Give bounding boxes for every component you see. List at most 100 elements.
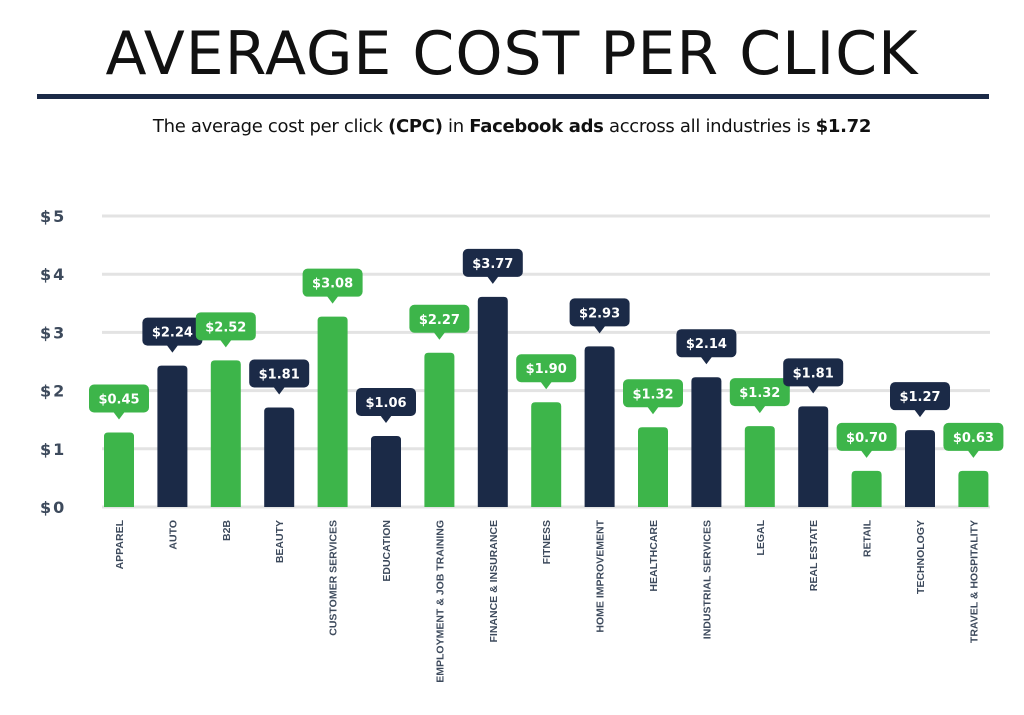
data-label-bubble [516,354,577,383]
data-label-pointer [486,275,499,284]
data-label-bubble [943,422,1004,451]
data-label: $1.32 [739,386,780,401]
bar [531,402,562,507]
bar [798,406,829,507]
data-label-bubble [89,384,149,413]
data-label-bubble [783,358,844,387]
subtitle: The average cost per click (CPC) in Face… [0,116,1024,137]
data-label-bubble [356,387,416,416]
subtitle-cpc: (CPC) [388,116,443,137]
data-label-bubble [890,382,950,411]
bar [477,296,508,507]
data-label-bubble [462,248,523,277]
bar [851,470,882,507]
x-tick-label: EMPLOYMENT & JOB TRAINING [434,520,446,683]
data-label-pointer [753,405,766,414]
x-tick-label: BEAUTY [274,520,286,563]
x-tick-label: REAL ESTATE [808,520,820,591]
bar [958,470,989,507]
data-label: $1.32 [632,387,673,402]
data-label: $1.81 [259,367,300,382]
x-tick-label: HEALTHCARE [648,520,660,592]
data-label-bubble [195,312,256,341]
data-label: $1.81 [793,366,834,381]
data-label: $2.24 [152,326,193,341]
bar [104,432,134,507]
x-tick-label: EDUCATION [381,520,393,582]
data-label-pointer [700,356,713,365]
data-label-pointer [380,414,392,423]
x-tick-label: FITNESS [541,520,553,564]
data-label-pointer [166,344,179,353]
bar [157,365,188,507]
data-label: $3.08 [312,277,353,292]
data-label-pointer [113,411,125,420]
bar [691,377,722,507]
data-label: $2.52 [205,320,246,335]
bar [584,346,615,507]
x-tick-label: APPAREL [114,519,126,569]
x-tick-label: CUSTOMER SERVICES [328,520,340,636]
page-title: AVERAGE COST PER CLICK [105,19,919,89]
data-label-pointer [433,331,446,340]
x-tick-label: FINANCE & INSURANCE [488,520,500,643]
data-label-pointer [860,449,873,458]
bar [744,426,775,507]
x-tick-label: RETAIL [862,519,874,557]
data-label-bubble [623,379,683,408]
bar [424,352,455,507]
subtitle-text: accross all industries is [603,116,816,137]
data-label: $0.45 [98,393,139,408]
x-tick-label: TECHNOLOGY [915,520,927,594]
data-label-pointer [593,325,606,334]
data-label-bubble [729,378,790,407]
data-label-pointer [219,339,232,348]
data-label-bubble [302,268,363,297]
data-label: $0.70 [846,431,887,446]
data-label: $3.77 [472,257,513,272]
data-label-pointer [540,381,553,390]
data-label: $1.06 [365,396,406,411]
subtitle-text: in [442,116,470,137]
x-tick-label: B2B [221,520,233,541]
data-label: $1.90 [526,362,567,377]
bar [371,435,401,507]
data-label-bubble [569,298,630,327]
y-tick-label: $1 [40,440,66,459]
bar [317,316,348,507]
bar [210,360,241,507]
data-label-pointer [326,295,339,304]
bar [264,407,295,507]
data-label-bubble [836,422,897,451]
subtitle-facebook-ads: Facebook ads [469,116,604,137]
data-label: $2.93 [579,306,620,321]
bar [638,427,668,507]
x-tick-label: TRAVEL & HOSPITALITY [968,520,980,643]
y-tick-label: $4 [40,265,66,284]
y-tick-label: $2 [40,382,66,401]
data-label-pointer [914,409,926,418]
title-divider [37,94,989,99]
x-tick-label: AUTO [167,520,179,550]
data-label-bubble [142,317,203,346]
data-label: $0.63 [953,431,994,446]
x-tick-label: HOME IMPROVEMENT [595,519,607,632]
data-label: $2.27 [419,313,460,328]
x-tick-label: INDUSTRIAL SERVICES [701,520,713,639]
data-label-pointer [807,385,820,394]
y-tick-label: $5 [40,207,66,226]
y-tick-label: $3 [40,323,66,342]
data-label-bubble [409,304,470,333]
data-label: $2.14 [686,337,727,352]
y-tick-label: $0 [40,498,66,517]
subtitle-average-value: $1.72 [815,116,872,137]
data-label-bubble [249,359,310,388]
x-tick-label: LEGAL [755,519,767,555]
data-label-pointer [647,406,659,415]
bar [905,430,935,507]
data-label-pointer [967,449,980,458]
data-label-bubble [676,329,737,358]
data-label: $1.27 [899,390,940,405]
data-label-pointer [273,386,286,395]
